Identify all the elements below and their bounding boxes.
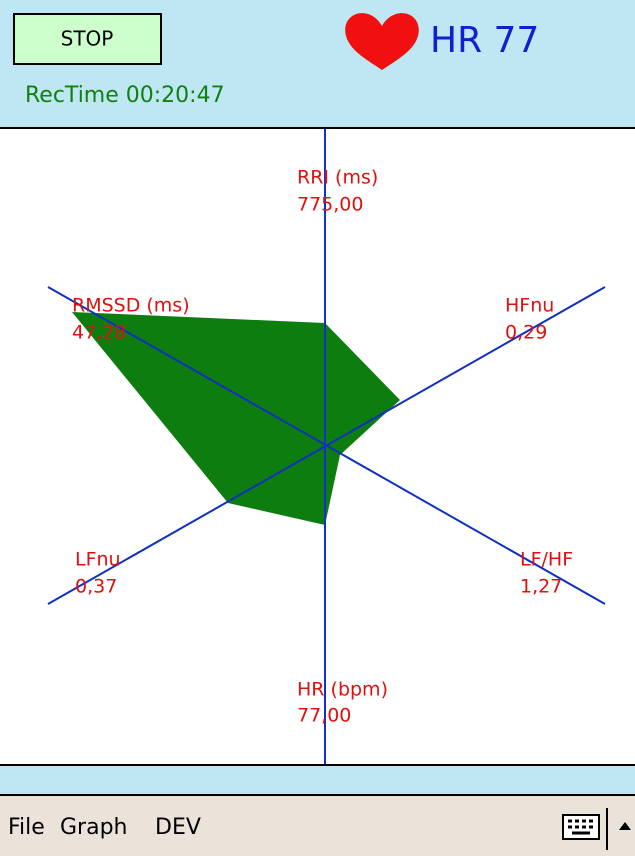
axis-label: RRI (ms) <box>297 167 378 189</box>
axis-label: HR (bpm) <box>297 679 388 701</box>
menu-item[interactable]: DEV <box>155 815 201 840</box>
status-strip <box>0 765 635 795</box>
axis-label: HFnu <box>505 295 554 317</box>
scroll-up-arrow[interactable] <box>619 822 631 830</box>
axis-label: LF/HF <box>520 549 573 571</box>
menu-item[interactable]: Graph <box>60 815 127 840</box>
axis-label: LFnu <box>75 549 121 571</box>
axis-value: 0,29 <box>505 322 547 344</box>
menu-item[interactable]: File <box>8 815 45 840</box>
axis-label: RMSSD (ms) <box>72 295 190 317</box>
rec-time: RecTime 00:20:47 <box>25 83 225 108</box>
stop-button[interactable] <box>13 13 162 65</box>
stop-label[interactable]: STOP <box>61 27 114 51</box>
heart-rate: HR 77 <box>430 20 539 61</box>
axis-line <box>47 286 606 605</box>
keyboard-icon[interactable] <box>562 814 600 840</box>
axis-value: 0,37 <box>75 576 117 598</box>
axis-value: 1,27 <box>520 576 562 598</box>
menu-bar <box>0 796 635 856</box>
radar-polygon <box>72 312 400 525</box>
axis-value: 775,00 <box>297 194 363 216</box>
axis-value: 77,00 <box>297 705 351 727</box>
axis-value: 47,28 <box>72 322 126 344</box>
heart-icon <box>345 13 419 71</box>
